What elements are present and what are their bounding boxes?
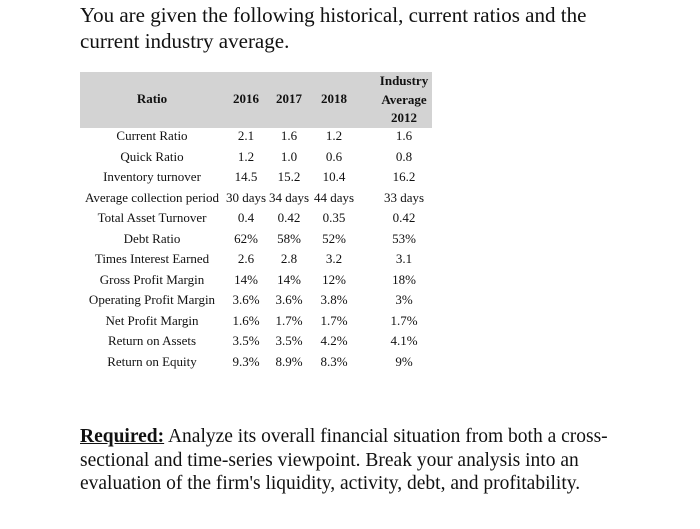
- header-year: 2018: [321, 91, 347, 106]
- cell-value: 14%: [277, 271, 301, 287]
- row-label: Current Ratio: [116, 128, 188, 143]
- cell-value: 16.2: [392, 169, 416, 184]
- cell-value: 1.2: [325, 128, 343, 143]
- row-label: Times Interest Earned: [94, 251, 210, 266]
- row-label: Return on Assets: [107, 333, 197, 348]
- cell-value: 62%: [234, 230, 258, 246]
- cell-value: 0.8: [395, 148, 413, 164]
- cell-value: 2.6: [237, 251, 255, 266]
- cell-value: 58%: [277, 230, 301, 246]
- header-industry: Average: [381, 91, 427, 107]
- intro: You are given the following historical, …: [80, 3, 587, 53]
- row-label: Total Asset Turnover: [97, 210, 207, 225]
- cell-value: 2.8: [280, 251, 298, 266]
- header-industry: Industry: [379, 73, 429, 88]
- cell-value: 3.6%: [232, 292, 260, 307]
- cell-value: 14%: [234, 271, 258, 287]
- row-label: Operating Profit Margin: [88, 292, 216, 307]
- cell-value: 1.7%: [320, 312, 348, 328]
- cell-value: 3.2: [325, 251, 343, 266]
- cell-value: 12%: [322, 271, 346, 287]
- cell-value: 1.7%: [390, 312, 418, 328]
- row-label: Return on Equity: [107, 353, 197, 369]
- cell-value: 0.35: [322, 210, 346, 225]
- cell-value: 1.6%: [232, 312, 260, 328]
- cell-value: 0.42: [277, 210, 301, 225]
- row-label: Inventory turnover: [103, 169, 201, 184]
- header-ratio: Ratio: [136, 91, 168, 106]
- row-label: Quick Ratio: [120, 148, 184, 164]
- cell-value: 30 days: [225, 189, 267, 205]
- row-label: Average collection period: [84, 189, 220, 205]
- cell-value: 3%: [395, 292, 413, 307]
- cell-value: 0.4: [237, 210, 255, 225]
- row-label: Debt Ratio: [123, 230, 181, 246]
- cell-value: 10.4: [322, 169, 346, 184]
- cell-value: 14.5: [234, 169, 258, 184]
- required-label: Required:: [80, 426, 165, 447]
- row-label: Gross Profit Margin: [99, 271, 205, 287]
- cell-value: 44 days: [313, 189, 355, 205]
- cell-value: 3.8%: [320, 292, 348, 307]
- cell-value: 8.9%: [275, 353, 303, 369]
- cell-value: 1.2: [237, 148, 255, 164]
- cell-value: 1.7%: [275, 312, 303, 328]
- required: Required: Analyze its overall financial …: [80, 425, 620, 496]
- header-industry: 2012: [391, 110, 417, 125]
- cell-value: 4.2%: [320, 333, 348, 348]
- header-year: 2016: [233, 91, 259, 106]
- header-year: 2017: [276, 91, 302, 106]
- cell-value: 3.6%: [275, 292, 303, 307]
- cell-value: 1.6: [280, 128, 298, 143]
- cell-value: 53%: [392, 230, 416, 246]
- cell-value: 1.6: [395, 128, 413, 143]
- cell-value: 8.3%: [320, 353, 348, 369]
- cell-value: 33 days: [383, 189, 425, 205]
- cell-value: 3.5%: [275, 333, 303, 348]
- cell-value: 3.1: [395, 251, 413, 266]
- cell-value: 18%: [392, 271, 416, 287]
- cell-value: 52%: [322, 230, 346, 246]
- cell-value: 15.2: [277, 169, 301, 184]
- cell-value: 3.5%: [232, 333, 260, 348]
- cell-value: 2.1: [237, 128, 255, 143]
- cell-value: 0.42: [392, 210, 416, 225]
- cell-value: 9%: [395, 353, 413, 369]
- row-label: Net Profit Margin: [105, 312, 199, 328]
- cell-value: 4.1%: [390, 333, 418, 348]
- cell-value: 34 days: [268, 189, 310, 205]
- header-band: [80, 72, 432, 128]
- cell-value: 9.3%: [232, 353, 260, 369]
- cell-value: 1.0: [280, 148, 298, 164]
- required-text: Analyze its overall financial situation …: [80, 426, 608, 494]
- cell-value: 0.6: [325, 148, 343, 164]
